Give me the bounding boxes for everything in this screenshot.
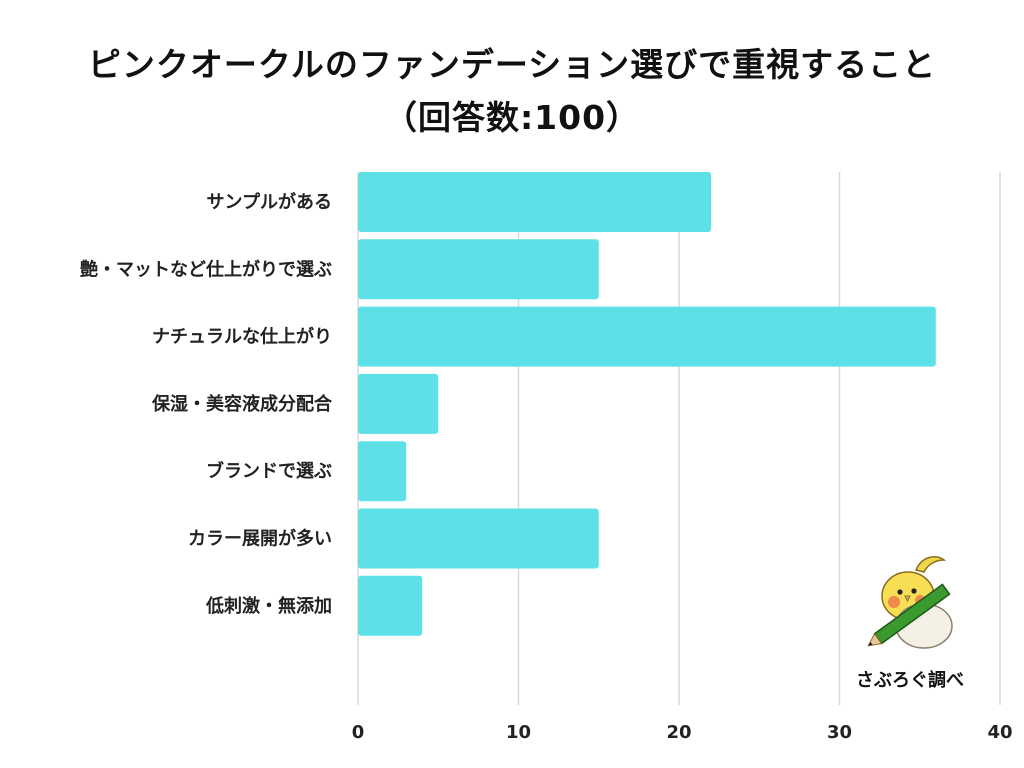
- chart-title: ピンクオークルのファンデーション選びで重視すること: [87, 45, 937, 84]
- x-tick-label: 0: [352, 722, 365, 743]
- chart-subtitle: （回答数:100）: [383, 98, 641, 137]
- category-label: ナチュラルな仕上がり: [152, 326, 332, 348]
- category-label: 艶・マットなど仕上がりで選ぶ: [80, 258, 332, 280]
- bar: [358, 441, 407, 502]
- bar: [358, 306, 936, 367]
- bar: [358, 508, 599, 569]
- category-label: カラー展開が多い: [188, 528, 332, 550]
- category-labels: サンプルがある艶・マットなど仕上がりで選ぶナチュラルな仕上がり保湿・美容液成分配…: [80, 191, 333, 617]
- x-tick-label: 10: [506, 722, 531, 743]
- credit-label: さぶろぐ調べ: [856, 670, 964, 691]
- bar: [358, 575, 423, 636]
- bar: [358, 373, 439, 434]
- cockatiel-mascot-icon: [867, 556, 953, 649]
- category-label: ブランドで選ぶ: [206, 460, 332, 482]
- x-tick-label: 40: [987, 722, 1012, 743]
- x-tick-labels: 0 10 20 30 40: [352, 722, 1013, 743]
- x-tick-label: 20: [666, 722, 691, 743]
- x-tick-label: 30: [827, 722, 852, 743]
- category-label: サンプルがある: [207, 191, 332, 213]
- bar: [358, 239, 599, 300]
- category-label: 保湿・美容液成分配合: [151, 393, 333, 415]
- bar: [358, 172, 712, 232]
- category-label: 低刺激・無添加: [205, 595, 332, 617]
- bars: [358, 172, 936, 636]
